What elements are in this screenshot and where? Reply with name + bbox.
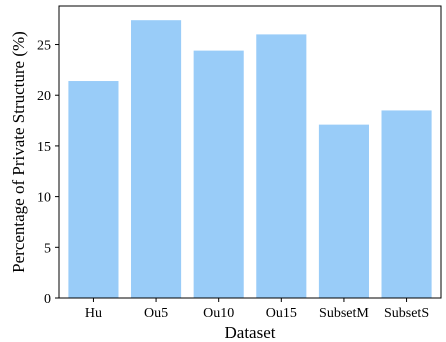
y-tick-label-20: 20 xyxy=(37,89,51,104)
bars-group xyxy=(68,20,432,299)
x-axis-ticks: Hu Ou5 Ou10 Ou15 SubsetM SubsetS xyxy=(85,298,429,321)
bar-subsets xyxy=(381,110,432,299)
y-axis-ticks: 0 5 10 15 20 25 xyxy=(37,39,59,307)
bar-ou10 xyxy=(193,50,244,298)
y-tick-label-15: 15 xyxy=(37,140,51,155)
x-tick-label-ou10: Ou10 xyxy=(203,306,234,321)
y-axis-label: Percentage of Private Structure (%) xyxy=(9,31,28,273)
plot-frame xyxy=(58,5,442,299)
x-axis-label: Dataset xyxy=(225,323,276,342)
y-tick-label-0: 0 xyxy=(44,292,51,307)
bar-hu xyxy=(68,81,119,298)
bar-ou5 xyxy=(131,20,182,298)
bar-ou15 xyxy=(256,34,307,298)
x-tick-label-subsetm: SubsetM xyxy=(319,306,369,321)
bar-subsetm xyxy=(318,124,369,299)
y-tick-label-5: 5 xyxy=(44,241,51,256)
y-tick-label-10: 10 xyxy=(37,191,51,206)
x-tick-label-ou15: Ou15 xyxy=(266,306,297,321)
x-tick-label-subsets: SubsetS xyxy=(384,306,429,321)
x-tick-label-ou5: Ou5 xyxy=(144,306,168,321)
x-tick-label-hu: Hu xyxy=(85,306,102,321)
y-tick-label-25: 25 xyxy=(37,39,51,54)
